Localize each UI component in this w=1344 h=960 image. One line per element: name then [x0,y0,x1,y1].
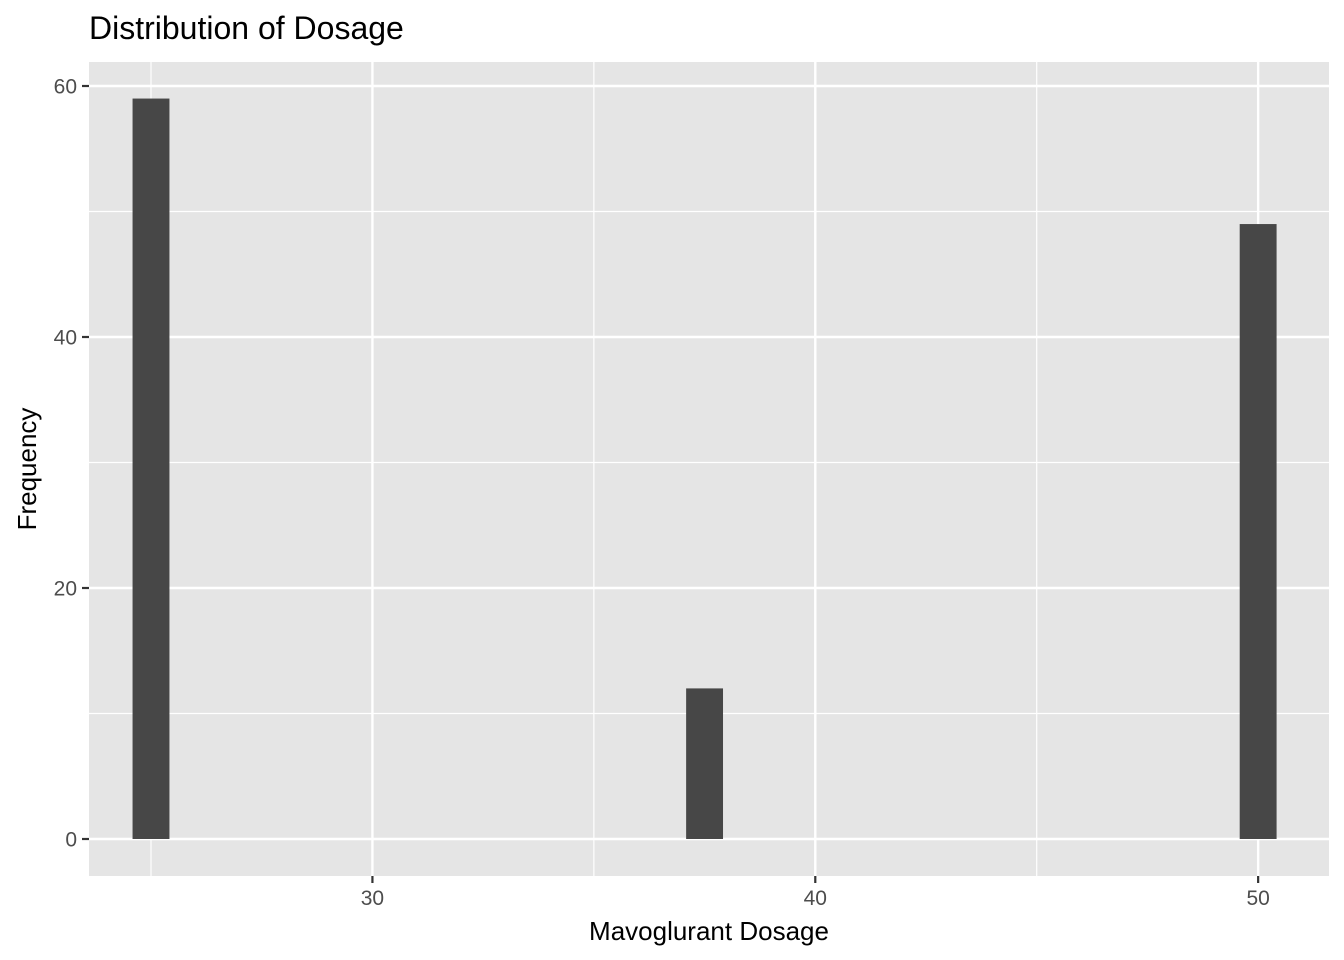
y-tick-label: 20 [54,578,77,601]
x-tick-label: 50 [1246,887,1269,910]
y-tick-label: 60 [54,76,77,99]
histogram-bars [132,98,1277,840]
x-tick-label: 40 [804,887,827,910]
x-tick-label: 30 [361,887,384,910]
histogram-bar [686,688,724,839]
chart-title: Distribution of Dosage [89,10,404,46]
x-axis-title: Mavoglurant Dosage [589,916,829,946]
y-axis-title: Frequency [12,408,42,531]
histogram-bar [1239,224,1277,840]
histogram-bar [132,98,170,840]
y-axis: 0 20 40 60 [54,76,89,852]
y-tick-label: 0 [65,829,77,852]
y-tick-label: 40 [54,327,77,350]
x-axis: 30 40 50 [361,876,1270,910]
major-gridlines [89,62,1329,876]
